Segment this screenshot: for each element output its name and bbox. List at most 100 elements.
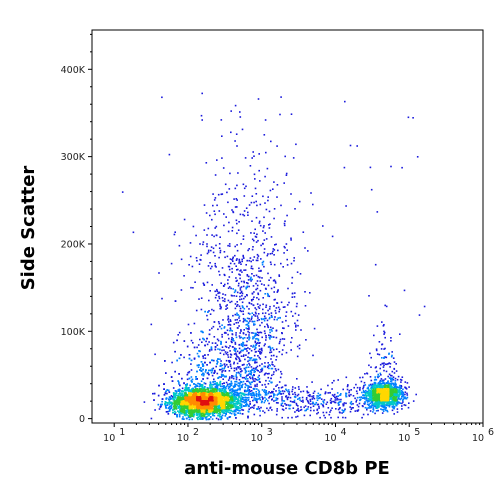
event-dot xyxy=(211,218,213,221)
event-dot xyxy=(217,383,220,386)
event-dot xyxy=(223,385,225,387)
event-dot xyxy=(237,407,240,409)
event-dot xyxy=(299,273,302,275)
event-dot xyxy=(262,397,264,399)
event-dot xyxy=(250,373,252,375)
event-dot xyxy=(255,350,257,353)
event-dot xyxy=(255,312,257,315)
event-dot xyxy=(372,408,374,410)
event-dot xyxy=(305,397,308,399)
event-dot xyxy=(384,304,386,307)
event-dot xyxy=(198,385,201,388)
event-dot xyxy=(231,388,234,390)
event-dot xyxy=(370,391,373,393)
event-dot xyxy=(372,395,374,397)
event-dot xyxy=(247,282,249,285)
event-dot xyxy=(248,317,250,320)
event-dot xyxy=(258,356,261,359)
event-dot xyxy=(176,339,178,342)
event-dot xyxy=(229,396,232,398)
event-dot xyxy=(271,330,273,332)
event-dot xyxy=(225,353,228,355)
event-dot xyxy=(229,412,231,414)
event-dot xyxy=(234,187,237,190)
event-dot xyxy=(335,395,338,398)
event-dot xyxy=(202,331,204,334)
event-dot xyxy=(249,372,251,375)
event-dot xyxy=(258,153,260,155)
event-dot xyxy=(255,358,258,361)
event-dot xyxy=(234,414,236,417)
event-dot xyxy=(166,404,169,406)
event-dot xyxy=(291,276,294,279)
event-dot xyxy=(174,390,177,392)
event-dot xyxy=(263,390,265,392)
event-dot xyxy=(253,320,256,323)
event-dot xyxy=(234,319,237,321)
event-dot xyxy=(211,327,213,330)
event-dot xyxy=(251,369,254,371)
event-dot xyxy=(345,395,348,398)
event-dot xyxy=(208,391,210,393)
event-dot xyxy=(265,336,267,339)
event-dot xyxy=(389,394,391,396)
event-dot xyxy=(338,401,341,403)
event-dot xyxy=(254,362,256,364)
event-dot xyxy=(219,362,222,365)
event-dot xyxy=(311,395,313,398)
event-dot xyxy=(388,373,391,376)
event-dot xyxy=(342,388,344,391)
event-dot xyxy=(264,119,267,121)
event-dot xyxy=(253,354,256,357)
event-dot xyxy=(150,417,153,420)
event-dot xyxy=(260,331,263,334)
event-dot xyxy=(381,412,384,414)
event-dot xyxy=(201,384,203,386)
event-dot xyxy=(264,232,266,234)
event-dot xyxy=(273,286,276,289)
event-dot xyxy=(375,379,378,381)
event-dot xyxy=(376,407,379,409)
event-dot xyxy=(226,403,228,405)
event-dot xyxy=(280,393,282,395)
event-dot xyxy=(370,397,373,399)
event-dot xyxy=(279,338,282,341)
event-dot xyxy=(312,392,315,394)
event-dot xyxy=(356,145,358,147)
event-dot xyxy=(373,334,375,337)
event-dot xyxy=(311,398,314,400)
event-dot xyxy=(378,401,381,403)
event-dot xyxy=(168,406,170,409)
event-dot xyxy=(203,388,206,391)
event-dot xyxy=(365,389,367,392)
event-dot xyxy=(239,116,242,118)
event-dot xyxy=(223,273,226,276)
event-dot xyxy=(387,386,389,388)
event-dot xyxy=(256,331,259,334)
event-dot xyxy=(312,395,315,397)
event-dot xyxy=(206,281,209,284)
event-dot xyxy=(295,324,297,327)
event-dot xyxy=(228,347,230,349)
event-dot xyxy=(261,367,263,370)
event-dot xyxy=(273,305,275,307)
event-dot xyxy=(248,393,250,396)
event-dot xyxy=(215,266,217,268)
event-dot xyxy=(189,414,192,417)
event-dot xyxy=(238,221,240,223)
event-dot xyxy=(368,400,371,402)
event-dot xyxy=(271,409,273,411)
event-dot xyxy=(276,410,278,412)
event-dot xyxy=(218,368,221,371)
event-dot xyxy=(229,409,231,412)
event-dot xyxy=(263,284,265,286)
event-dot xyxy=(318,394,321,397)
event-dot xyxy=(257,406,260,408)
event-dot xyxy=(252,394,255,397)
event-dot xyxy=(361,391,363,394)
event-dot xyxy=(238,347,241,350)
event-dot xyxy=(234,104,237,107)
event-dot xyxy=(237,268,239,271)
event-dot xyxy=(234,397,236,400)
event-dot xyxy=(384,356,386,358)
